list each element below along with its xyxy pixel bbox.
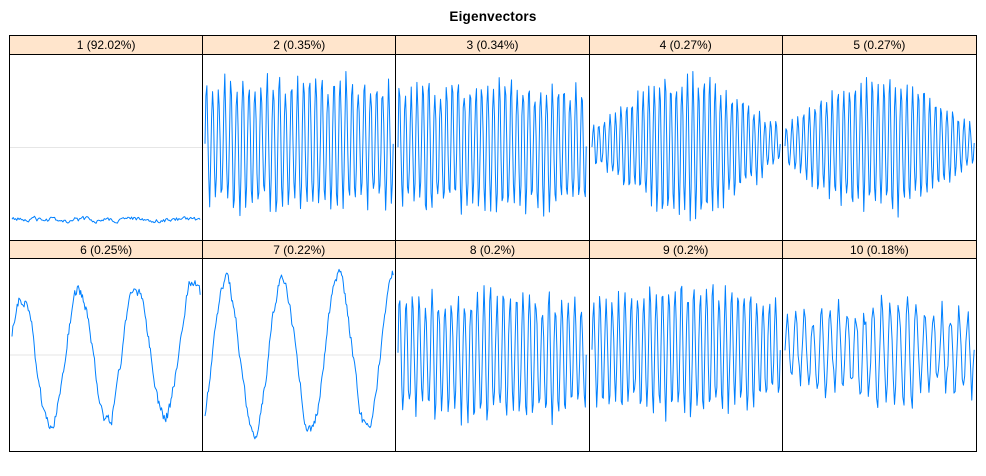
eigenvector-series — [205, 71, 393, 215]
eigenvector-series — [592, 71, 780, 220]
panel-6-plot — [10, 259, 204, 451]
strip-label-6: 6 (0.25%) — [10, 240, 204, 259]
panel-10-plot — [782, 259, 976, 451]
panel-9-plot — [589, 259, 783, 451]
strip-label-10: 10 (0.18%) — [782, 240, 976, 259]
panel-3-plot — [396, 55, 590, 240]
eigenvector-series — [592, 285, 780, 422]
eigenvector-series — [205, 269, 393, 438]
eigenvector-series — [12, 216, 200, 223]
strip-label-9: 9 (0.2%) — [589, 240, 783, 259]
eigenvector-series — [12, 281, 200, 429]
panel-grid: 1 (92.02%) 2 (0.35%) 3 (0.34%) 4 (0.27%) 5 (… — [9, 35, 977, 452]
eigenvector-series — [785, 295, 974, 408]
strip-label-8: 8 (0.2%) — [396, 240, 590, 259]
strip-label-3: 3 (0.34%) — [396, 36, 590, 55]
panel-8-plot — [396, 259, 590, 451]
panel-1-plot — [10, 55, 204, 240]
strip-label-5: 5 (0.27%) — [782, 36, 976, 55]
eigenvector-series — [785, 78, 974, 218]
panel-7-plot — [203, 259, 397, 451]
panel-4-plot — [589, 55, 783, 240]
panel-5-plot — [782, 55, 976, 240]
strip-label-1: 1 (92.02%) — [10, 36, 204, 55]
chart-title: Eigenvectors — [449, 9, 537, 24]
strip-label-2: 2 (0.35%) — [203, 36, 397, 55]
strip-label-4: 4 (0.27%) — [589, 36, 783, 55]
strip-label-7: 7 (0.22%) — [203, 240, 397, 259]
panel-2-plot — [203, 55, 397, 240]
eigenvector-series — [398, 286, 586, 426]
eigenvector-series — [398, 78, 586, 216]
